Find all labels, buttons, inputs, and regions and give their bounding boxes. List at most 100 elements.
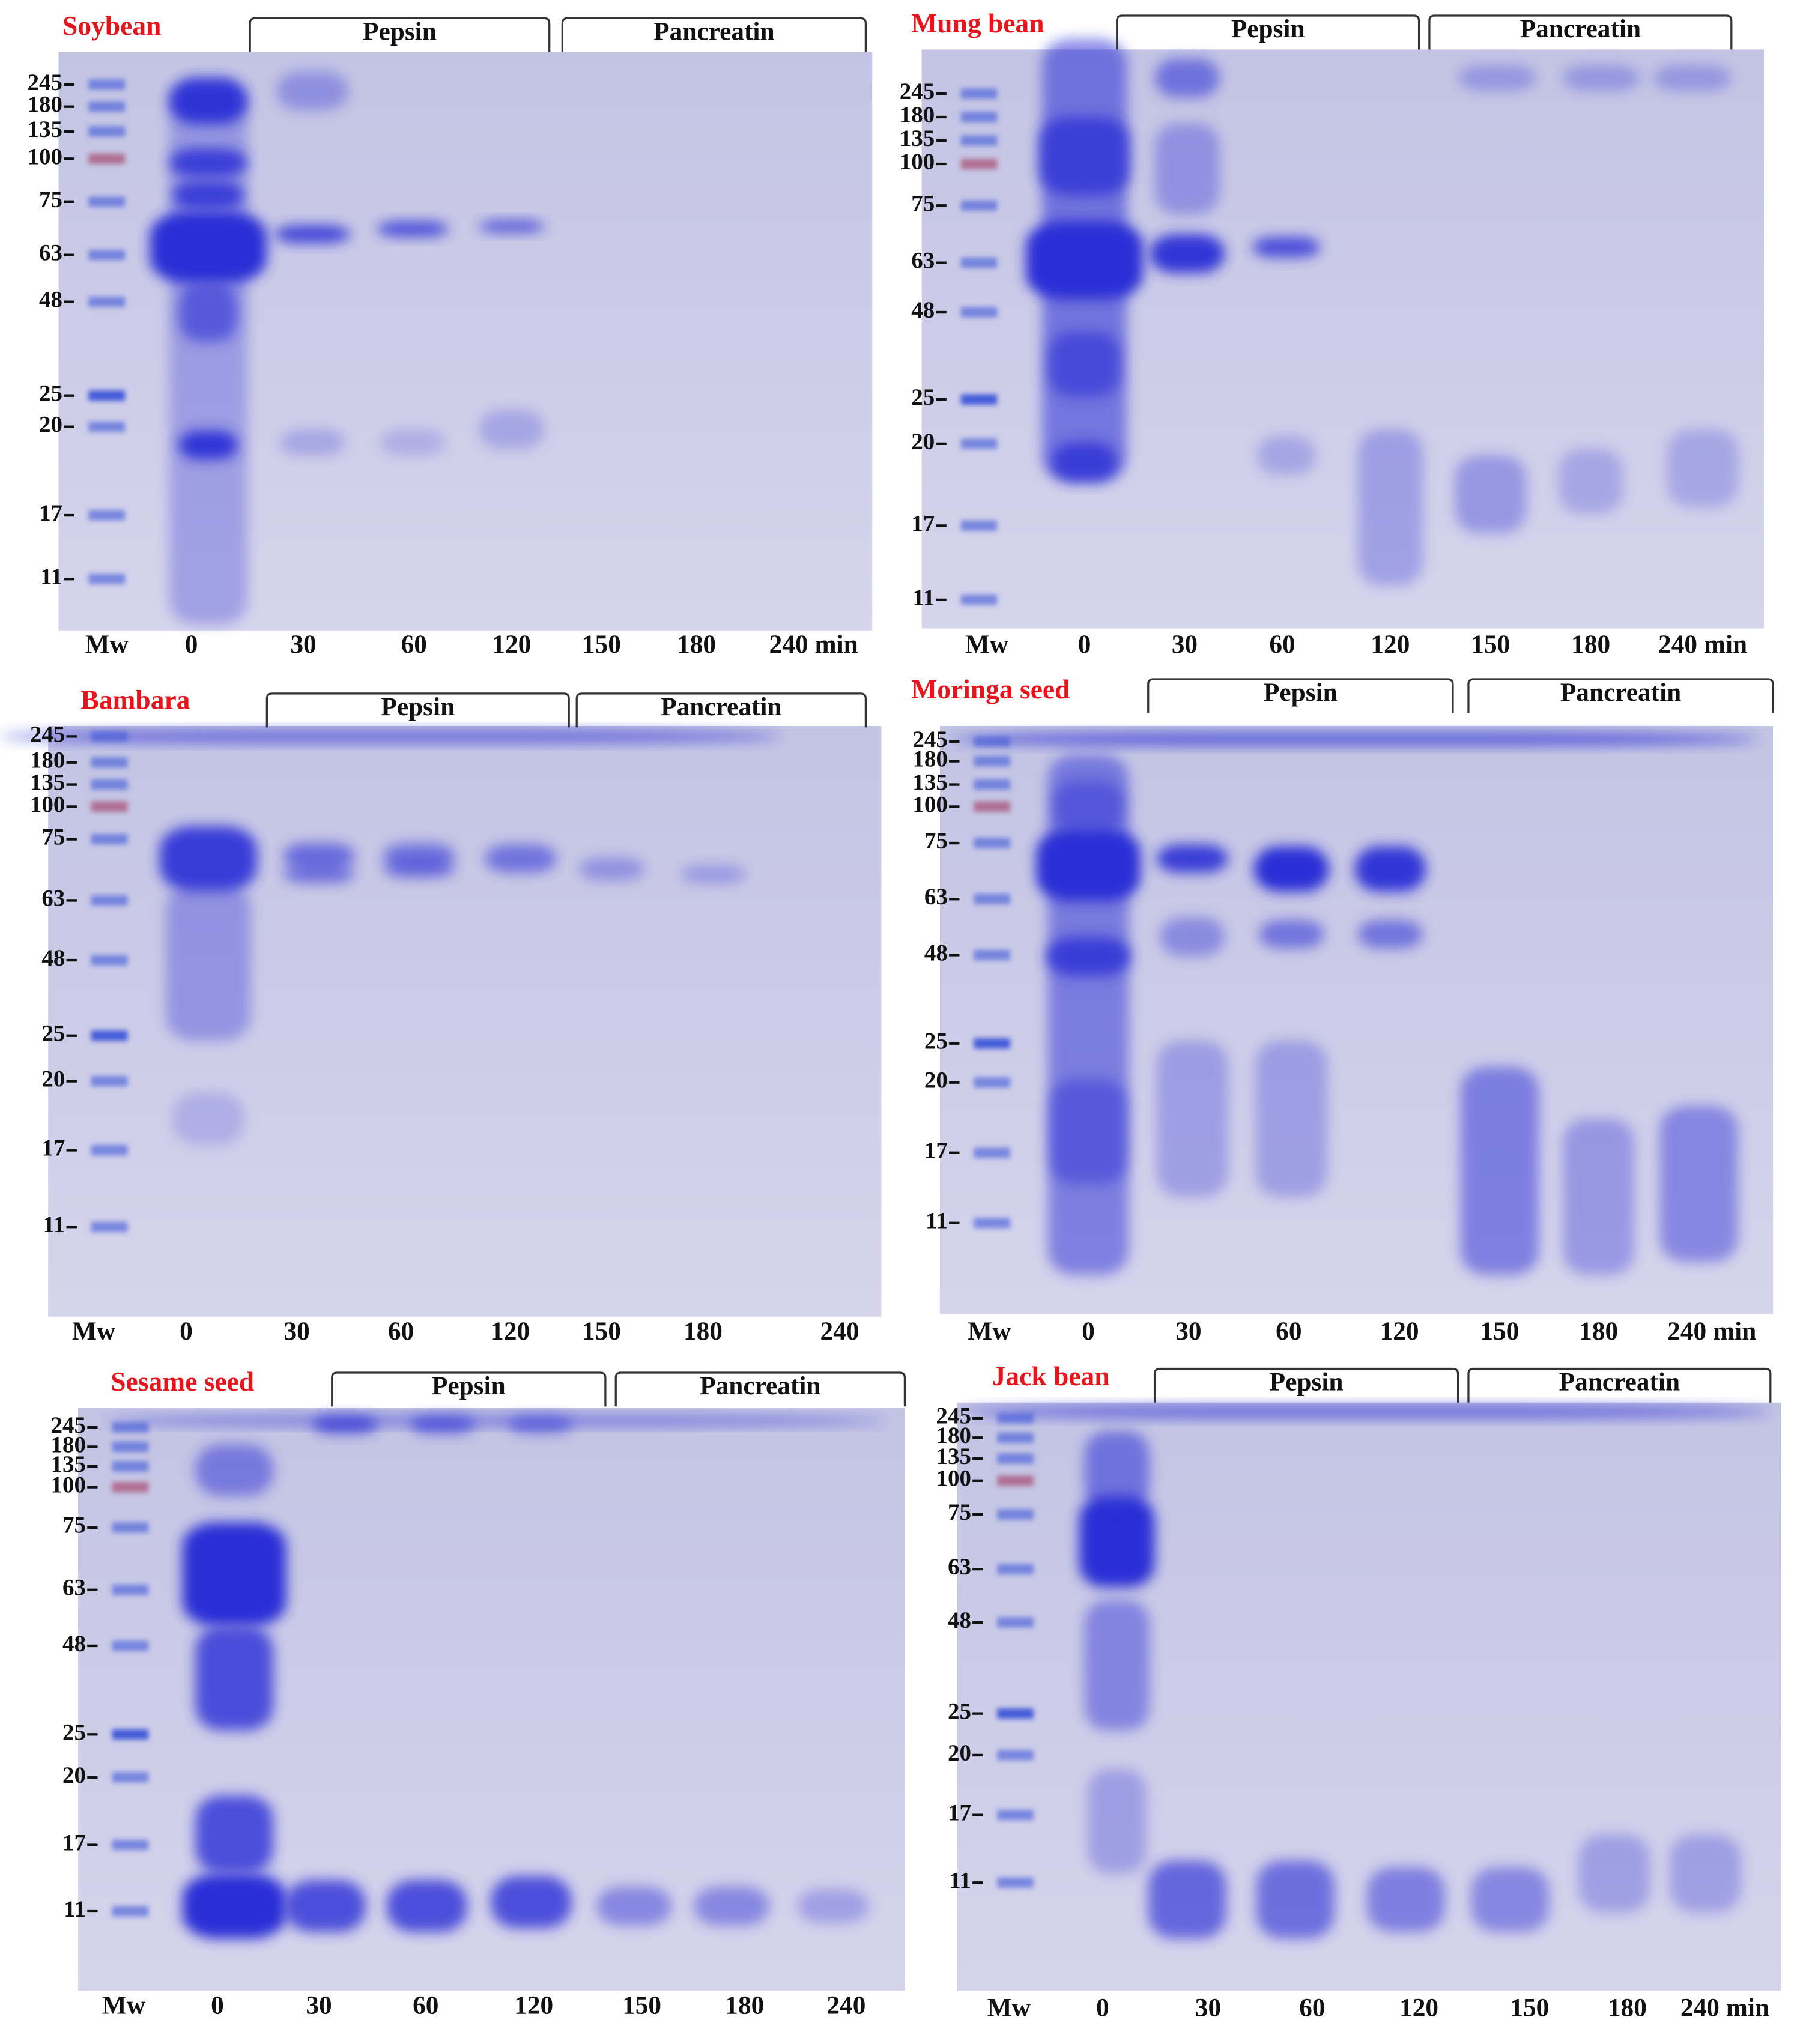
- band: [166, 884, 251, 1041]
- mw-label: 48: [39, 287, 62, 313]
- enzyme-label: Pancreatin: [1520, 14, 1641, 43]
- band: [169, 148, 247, 177]
- enzyme-label: Pepsin: [432, 1371, 506, 1400]
- ladder-band: [112, 1906, 149, 1917]
- ladder-band: [112, 1839, 149, 1851]
- mw-label: 135: [912, 770, 948, 796]
- mw-label: 17: [911, 510, 935, 536]
- band: [182, 1873, 286, 1939]
- lane-label: 120: [1380, 1317, 1419, 1346]
- mw-label: 11: [912, 585, 935, 611]
- band: [1156, 1041, 1229, 1197]
- lane-label: 0: [211, 1991, 224, 2019]
- band: [377, 221, 449, 237]
- mw-label: 75: [924, 828, 948, 854]
- ladder-band: [960, 112, 998, 122]
- ladder-band: [112, 1640, 149, 1651]
- mw-label: 48: [62, 1631, 86, 1657]
- lane-label: 120: [514, 1991, 553, 2019]
- ladder-band: [91, 801, 128, 812]
- mw-label: 75: [948, 1499, 971, 1525]
- ladder-band: [88, 126, 126, 137]
- lane-label: 30: [284, 1317, 310, 1346]
- band: [274, 225, 351, 244]
- band: [1052, 781, 1124, 833]
- band: [479, 410, 545, 449]
- ladder-band: [960, 307, 998, 318]
- ladder-band: [88, 573, 126, 584]
- lane-label: 150: [622, 1991, 661, 2019]
- band: [1563, 1119, 1635, 1275]
- band: [596, 1886, 672, 1926]
- mw-label: 20: [62, 1762, 86, 1788]
- bracket: [614, 1371, 906, 1407]
- band: [1087, 1769, 1147, 1874]
- band: [179, 283, 238, 342]
- ladder-band: [997, 1564, 1034, 1574]
- enzyme-label: Pepsin: [381, 692, 455, 721]
- lane-label: 0: [1078, 630, 1091, 659]
- band: [485, 844, 557, 873]
- band: [1154, 123, 1220, 215]
- lane-label: 120: [492, 630, 531, 659]
- lane-label: 150: [582, 1317, 621, 1346]
- mw-label: 20: [911, 429, 935, 455]
- bracket: [1147, 678, 1454, 713]
- lane-label: 0: [185, 630, 198, 659]
- lane-label: 60: [1276, 1317, 1301, 1346]
- band: [172, 181, 244, 210]
- band: [491, 1876, 572, 1929]
- mw-label: 25: [924, 1029, 948, 1054]
- band: [1149, 234, 1225, 274]
- ladder-band: [112, 1729, 149, 1740]
- lane-label: 0: [1096, 1994, 1109, 2022]
- ladder-band: [997, 1432, 1034, 1443]
- bracket: [1116, 14, 1420, 50]
- ladder-band: [997, 1708, 1034, 1719]
- band: [1578, 1834, 1650, 1913]
- band: [285, 1879, 366, 1932]
- mw-label: 11: [40, 564, 62, 590]
- mw-label: 180: [28, 92, 63, 118]
- ladder-band: [91, 731, 128, 742]
- ladder-band: [112, 1522, 149, 1533]
- lane-label: 60: [1269, 630, 1295, 659]
- lane-label: 180: [725, 1991, 764, 2019]
- bracket: [331, 1371, 607, 1407]
- mw-label: 180: [936, 1423, 971, 1448]
- lane-label: 0: [1082, 1317, 1095, 1346]
- band: [172, 1093, 244, 1145]
- ladder-band: [112, 1461, 149, 1472]
- lane-label: 240 min: [1680, 1994, 1769, 2022]
- lane-label: 240: [826, 1991, 865, 2019]
- band: [1038, 117, 1130, 196]
- mw-label: 245: [51, 1412, 86, 1438]
- lane-label: 150: [1471, 630, 1510, 659]
- band: [1653, 65, 1732, 91]
- mw-label: 100: [30, 791, 65, 817]
- lane-label: 180: [1608, 1994, 1647, 2022]
- band: [1049, 1080, 1128, 1184]
- ladder-band: [974, 1218, 1010, 1229]
- band: [1253, 846, 1330, 892]
- ladder-band: [88, 79, 126, 90]
- ladder-band: [88, 196, 126, 207]
- mw-label: 63: [911, 248, 935, 274]
- panel-title: Moringa seed: [911, 674, 1070, 704]
- band: [963, 1405, 1771, 1418]
- band: [1256, 1860, 1335, 1939]
- ladder-band: [88, 390, 126, 401]
- ladder-band: [112, 1441, 149, 1453]
- mw-label: 17: [41, 1135, 65, 1161]
- ladder-band: [88, 153, 126, 165]
- ladder-band: [960, 135, 998, 146]
- band: [0, 730, 781, 743]
- band: [1084, 1600, 1150, 1731]
- lane-label: Mw: [72, 1317, 116, 1346]
- band: [1255, 1041, 1327, 1197]
- band: [1354, 846, 1426, 892]
